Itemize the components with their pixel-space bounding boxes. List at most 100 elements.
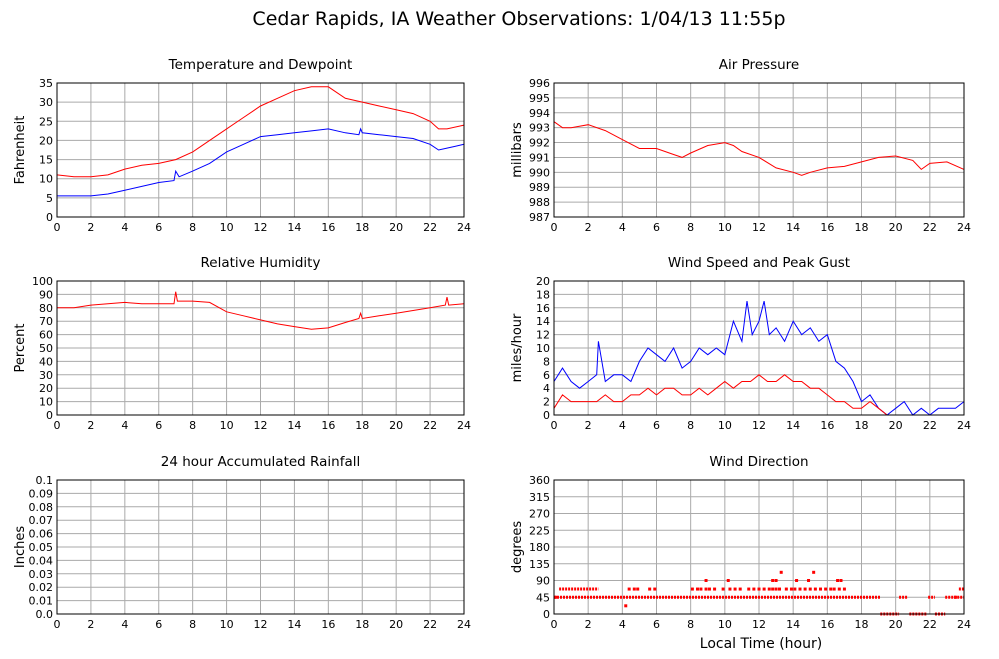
- x-tick-label: 24: [957, 221, 971, 234]
- x-tick-label: 6: [155, 618, 162, 631]
- plot-frame: [553, 82, 965, 218]
- x-tick-label: 4: [121, 221, 128, 234]
- direction-point: [767, 587, 771, 591]
- x-tick-label: 2: [87, 618, 94, 631]
- y-tick-label: 0: [543, 409, 550, 422]
- chart-title: 24 hour Accumulated Rainfall: [161, 454, 360, 470]
- direction-point: [707, 587, 711, 591]
- y-tick-label: 80: [39, 302, 53, 315]
- x-tick-label: 4: [619, 419, 626, 432]
- x-tick-label: 6: [653, 221, 660, 234]
- x-tick-label: 8: [687, 419, 694, 432]
- direction-point: [757, 587, 761, 591]
- y-tick-label: 15: [39, 154, 53, 167]
- direction-point: [733, 587, 737, 591]
- x-tick-label: 10: [220, 618, 234, 631]
- y-tick-label: 0.09: [29, 487, 54, 500]
- direction-point: [793, 587, 797, 591]
- x-tick-label: 22: [923, 221, 937, 234]
- y-tick-label: 20: [39, 134, 53, 147]
- y-tick-label: 0: [46, 211, 53, 224]
- x-tick-label: 2: [585, 221, 592, 234]
- y-tick-label: 10: [536, 342, 550, 355]
- y-tick-label: 0.02: [29, 581, 54, 594]
- direction-point: [704, 587, 708, 591]
- x-tick-label: 8: [189, 419, 196, 432]
- page-title: Cedar Rapids, IA Weather Observations: 1…: [252, 8, 785, 30]
- y-tick-label: 996: [529, 77, 550, 90]
- y-tick-label: 50: [39, 342, 53, 355]
- x-tick-label: 24: [457, 221, 471, 234]
- direction-point: [747, 587, 751, 591]
- x-tick-label: 0: [54, 618, 61, 631]
- direction-point: [832, 587, 836, 591]
- x-tick-label: 0: [551, 419, 558, 432]
- y-tick-label: 0.0: [36, 608, 54, 621]
- x-tick-label: 20: [889, 618, 903, 631]
- x-tick-label: 24: [957, 419, 971, 432]
- x-tick-label: 14: [786, 419, 800, 432]
- y-tick-label: 988: [529, 196, 550, 209]
- x-tick-label: 6: [653, 419, 660, 432]
- direction-point: [648, 587, 652, 591]
- x-tick-label: 22: [923, 419, 937, 432]
- y-tick-label: 0.03: [29, 568, 54, 581]
- direction-point: [819, 587, 822, 591]
- y-tick-label: 180: [529, 541, 550, 554]
- y-tick-label: 8: [543, 355, 550, 368]
- y-tick-label: 5: [46, 192, 53, 205]
- x-tick-label: 2: [585, 419, 592, 432]
- y-tick-label: 12: [536, 329, 550, 342]
- x-tick-label: 14: [786, 221, 800, 234]
- direction-point: [696, 587, 699, 591]
- direction-point: [778, 587, 781, 591]
- y-tick-label: 360: [529, 474, 550, 487]
- x-tick-label: 0: [551, 618, 558, 631]
- plot-frame: [553, 280, 965, 416]
- direction-point: [752, 587, 756, 591]
- x-tick-label: 16: [321, 618, 335, 631]
- y-tick-label: 225: [529, 524, 550, 537]
- y-tick-label: 70: [39, 315, 53, 328]
- plot-frame: [56, 479, 465, 615]
- direction-point: [824, 587, 828, 591]
- y-tick-label: 25: [39, 115, 53, 128]
- x-tick-label: 22: [923, 618, 937, 631]
- direction-point: [713, 587, 717, 591]
- y-tick-label: 0: [543, 608, 550, 621]
- direction-point: [789, 587, 793, 591]
- x-tick-label: 4: [121, 419, 128, 432]
- direction-point: [795, 579, 799, 582]
- x-tick-label: 10: [718, 618, 732, 631]
- y-tick-label: 993: [529, 122, 550, 135]
- y-tick-label: 100: [32, 275, 53, 288]
- direction-point: [953, 595, 957, 599]
- y-tick-label: 60: [39, 329, 53, 342]
- x-tick-label: 8: [189, 221, 196, 234]
- y-tick-label: 20: [536, 275, 550, 288]
- x-tick-label: 18: [355, 221, 369, 234]
- x-tick-label: 6: [155, 419, 162, 432]
- y-tick-label: 0.06: [29, 528, 54, 541]
- x-tick-label: 4: [619, 221, 626, 234]
- x-tick-label: 14: [287, 419, 301, 432]
- x-tick-label: 12: [254, 419, 268, 432]
- direction-point: [738, 587, 742, 591]
- direction-point: [728, 587, 732, 591]
- y-axis-label: Percent: [13, 324, 28, 373]
- direction-point: [762, 587, 766, 591]
- y-tick-label: 990: [529, 166, 550, 179]
- x-tick-label: 12: [752, 221, 766, 234]
- x-tick-label: 24: [457, 618, 471, 631]
- direction-point: [842, 587, 846, 591]
- x-tick-label: 12: [254, 221, 268, 234]
- x-tick-label: 16: [820, 419, 834, 432]
- x-tick-label: 10: [220, 221, 234, 234]
- x-tick-label: 12: [254, 618, 268, 631]
- direction-point: [807, 579, 811, 582]
- y-tick-label: 0.1: [36, 474, 54, 487]
- x-tick-label: 12: [752, 618, 766, 631]
